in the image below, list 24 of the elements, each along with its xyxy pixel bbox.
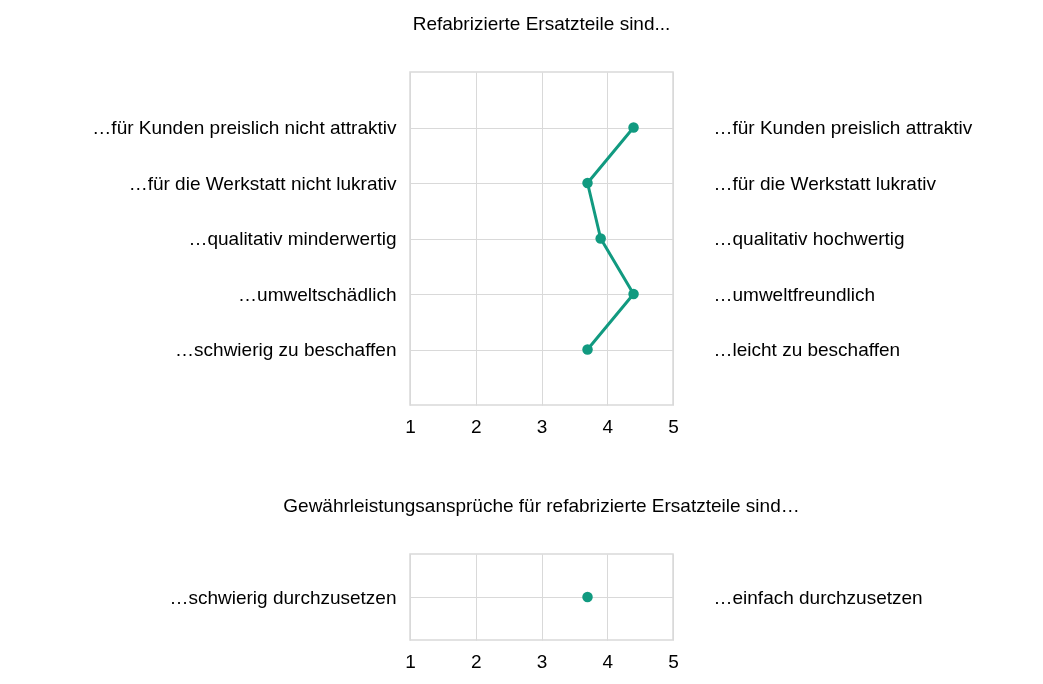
y-tick-label: …schwierig zu beschaffen (175, 339, 397, 360)
x-tick-label: 1 (405, 415, 416, 437)
y-tick-label: …für Kunden preislich nicht attraktiv (92, 117, 397, 138)
y-tick-label: …für die Werkstatt nicht lukrativ (128, 172, 397, 194)
y2-tick-label: …qualitativ hochwertig (713, 228, 905, 249)
x-tick-label: 5 (668, 415, 679, 437)
y2-tick-label: …leicht zu beschaffen (713, 339, 901, 360)
x-tick-label: 2 (470, 650, 482, 672)
x-tick-label: 1 (405, 650, 416, 672)
chart-title: Gewährleistungsansprüche für refabrizierte Ersatzteile sind… (283, 495, 800, 516)
y2-tick-label: …einfach durchzusetzen (713, 586, 923, 608)
y2-tick-label: …für Kunden preislich attraktiv (713, 117, 973, 138)
y-tick-label: …umweltschädlich (238, 283, 397, 305)
x-tick-label: 4 (602, 650, 614, 672)
x-tick-label: 4 (602, 415, 614, 437)
chart-title: Refabrizierte Ersatzteile sind... (412, 13, 671, 34)
y2-tick-label: …umweltfreundlich (713, 283, 876, 305)
y-tick-label: …schwierig durchzusetzen (169, 586, 397, 608)
y2-tick-label: …für die Werkstatt lukrativ (713, 172, 937, 194)
y-tick-label: …qualitativ minderwertig (188, 228, 397, 249)
x-tick-label: 3 (536, 415, 548, 437)
x-tick-label: 3 (536, 650, 548, 672)
x-tick-label: 2 (470, 415, 482, 437)
x-tick-label: 5 (668, 650, 679, 672)
